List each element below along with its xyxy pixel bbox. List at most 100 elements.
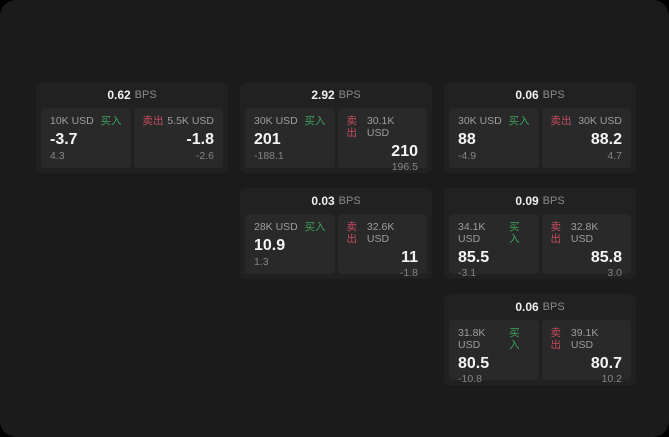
bps-header: 0.09 BPS: [449, 188, 631, 214]
bps-header: 2.92 BPS: [245, 82, 427, 108]
buy-delta: -188.1: [254, 150, 284, 162]
bps-unit-label: BPS: [542, 195, 565, 207]
buy-quote-tile[interactable]: 30K USD 买入 88 -4.9: [449, 108, 539, 168]
buy-tile-top: 10K USD 买入: [50, 115, 122, 127]
buy-tile-top: 30K USD 买入: [254, 115, 326, 127]
sell-quote-tile[interactable]: 卖出 30K USD 88.2 4.7: [541, 108, 631, 168]
buy-quote-tile[interactable]: 30K USD 买入 201 -188.1: [245, 108, 335, 168]
buy-price: -3.7: [50, 131, 78, 148]
bps-unit-label: BPS: [542, 301, 565, 313]
sell-tile-top: 卖出 5.5K USD: [143, 115, 215, 127]
buy-price: 85.5: [458, 249, 490, 266]
quote-tiles: 30K USD 买入 201 -188.1 卖出 30.1K USD 210 1…: [245, 108, 427, 173]
bps-unit-label: BPS: [134, 89, 157, 101]
bps-header: 0.03 BPS: [245, 188, 427, 214]
sell-price: 210: [391, 143, 418, 160]
buy-label: 买入: [304, 221, 326, 233]
quote-tiles: 31.8K USD 买入 80.5 -10.8 卖出 39.1K USD 80.…: [449, 320, 631, 385]
quote-card-grid: 0.62 BPS 10K USD 买入 -3.7 4.3 卖出 5.5K USD: [36, 82, 636, 385]
buy-label: 买入: [508, 115, 530, 127]
quote-tiles: 10K USD 买入 -3.7 4.3 卖出 5.5K USD -1.8 -2.…: [41, 108, 223, 168]
buy-tile-top: 34.1K USD 买入: [458, 221, 530, 245]
bps-unit-label: BPS: [338, 195, 361, 207]
buy-quote-tile[interactable]: 10K USD 买入 -3.7 4.3: [41, 108, 131, 168]
sell-label: 卖出: [550, 115, 572, 127]
spread-card: 0.09 BPS 34.1K USD 买入 85.5 -3.1 卖出 32.8K…: [444, 188, 636, 279]
sell-tile-top: 卖出 30K USD: [551, 115, 623, 127]
sell-tile-top: 卖出 30.1K USD: [347, 115, 419, 139]
buy-label: 买入: [304, 115, 326, 127]
bps-value: 0.62: [107, 88, 131, 102]
sell-tile-top: 卖出 32.6K USD: [347, 221, 419, 245]
spread-card: 0.06 BPS 31.8K USD 买入 80.5 -10.8 卖出 39.1…: [444, 294, 636, 385]
quote-tiles: 34.1K USD 买入 85.5 -3.1 卖出 32.8K USD 85.8…: [449, 214, 631, 279]
buy-price: 88: [458, 131, 476, 148]
spread-card: 0.03 BPS 28K USD 买入 10.9 1.3 卖出 32.6K US…: [240, 188, 432, 279]
sell-label: 卖出: [550, 221, 562, 245]
buy-price: 80.5: [458, 355, 490, 372]
bps-header: 0.06 BPS: [449, 82, 631, 108]
sell-tile-top: 卖出 39.1K USD: [551, 327, 623, 351]
buy-quote-tile[interactable]: 34.1K USD 买入 85.5 -3.1: [449, 214, 539, 279]
buy-quote-tile[interactable]: 28K USD 买入 10.9 1.3: [245, 214, 335, 274]
buy-tile-top: 30K USD 买入: [458, 115, 530, 127]
buy-size-label: 30K USD: [458, 115, 502, 127]
sell-delta: 196.5: [391, 161, 418, 173]
sell-size-label: 32.8K USD: [570, 221, 599, 245]
buy-label: 买入: [509, 221, 520, 245]
buy-size-label: 30K USD: [254, 115, 298, 127]
bps-unit-label: BPS: [542, 89, 565, 101]
buy-delta: 4.3: [50, 150, 65, 162]
bps-value: 0.03: [311, 194, 335, 208]
buy-price: 10.9: [254, 237, 286, 254]
bps-value: 0.06: [515, 300, 539, 314]
buy-price: 201: [254, 131, 281, 148]
buy-delta: -10.8: [458, 373, 482, 385]
sell-size-label: 32.6K USD: [366, 221, 395, 245]
sell-label: 卖出: [346, 115, 358, 139]
buy-delta: 1.3: [254, 256, 269, 268]
buy-tile-top: 28K USD 买入: [254, 221, 326, 233]
bps-value: 0.06: [515, 88, 539, 102]
sell-delta: 3.0: [607, 267, 622, 279]
sell-price: 80.7: [590, 355, 622, 372]
quote-tiles: 28K USD 买入 10.9 1.3 卖出 32.6K USD 11 -1.8: [245, 214, 427, 279]
sell-label: 卖出: [142, 115, 164, 127]
sell-tile-top: 卖出 32.8K USD: [551, 221, 623, 245]
buy-label: 买入: [509, 327, 520, 351]
sell-quote-tile[interactable]: 卖出 30.1K USD 210 196.5: [337, 108, 427, 173]
sell-delta: -2.6: [195, 150, 214, 162]
sell-label: 卖出: [346, 221, 358, 245]
buy-quote-tile[interactable]: 31.8K USD 买入 80.5 -10.8: [449, 320, 539, 385]
buy-size-label: 31.8K USD: [458, 327, 486, 351]
sell-delta: 4.7: [607, 150, 622, 162]
bps-value: 2.92: [311, 88, 335, 102]
bps-header: 0.62 BPS: [41, 82, 223, 108]
sell-label: 卖出: [550, 327, 562, 351]
spread-card: 2.92 BPS 30K USD 买入 201 -188.1 卖出 30.1K …: [240, 82, 432, 173]
sell-quote-tile[interactable]: 卖出 39.1K USD 80.7 10.2: [541, 320, 631, 385]
bps-header: 0.06 BPS: [449, 294, 631, 320]
quote-tiles: 30K USD 买入 88 -4.9 卖出 30K USD 88.2 4.7: [449, 108, 631, 168]
buy-size-label: 10K USD: [50, 115, 94, 127]
sell-price: -1.8: [186, 131, 214, 148]
sell-quote-tile[interactable]: 卖出 5.5K USD -1.8 -2.6: [133, 108, 223, 168]
sell-price: 85.8: [590, 249, 622, 266]
sell-price: 11: [401, 249, 418, 266]
sell-price: 88.2: [590, 131, 622, 148]
sell-delta: -1.8: [399, 267, 418, 279]
buy-delta: -4.9: [458, 150, 477, 162]
sell-delta: 10.2: [601, 373, 622, 385]
buy-label: 买入: [100, 115, 122, 127]
sell-size-label: 39.1K USD: [570, 327, 599, 351]
sell-quote-tile[interactable]: 卖出 32.8K USD 85.8 3.0: [541, 214, 631, 279]
buy-tile-top: 31.8K USD 买入: [458, 327, 530, 351]
bps-value: 0.09: [515, 194, 539, 208]
sell-size-label: 5.5K USD: [167, 115, 214, 127]
spread-card: 0.06 BPS 30K USD 买入 88 -4.9 卖出 30K USD: [444, 82, 636, 173]
sell-quote-tile[interactable]: 卖出 32.6K USD 11 -1.8: [337, 214, 427, 279]
bps-unit-label: BPS: [338, 89, 361, 101]
buy-size-label: 28K USD: [254, 221, 298, 233]
spread-card: 0.62 BPS 10K USD 买入 -3.7 4.3 卖出 5.5K USD: [36, 82, 228, 173]
